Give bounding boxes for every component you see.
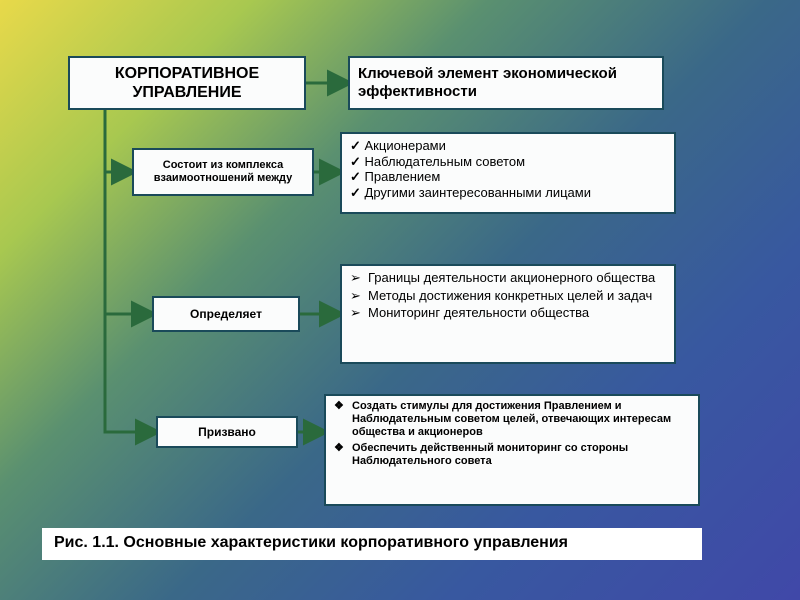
called-list-ul: Создать стимулы для достижения Правление… xyxy=(334,400,690,468)
list-item: Методы достижения конкретных целей и зад… xyxy=(350,288,666,304)
node-key-element-text: Ключевой элемент экономической эффективн… xyxy=(358,65,654,101)
list-item: Границы деятельности акционерного общест… xyxy=(350,270,666,286)
node-called-list: Создать стимулы для достижения Правление… xyxy=(324,394,700,506)
node-title: КОРПОРАТИВНОЕ УПРАВЛЕНИЕ xyxy=(68,56,306,110)
list-item: Правлением xyxy=(350,169,666,185)
figure-caption: Рис. 1.1. Основные характеристики корпор… xyxy=(42,528,702,560)
node-defines-list: Границы деятельности акционерного общест… xyxy=(340,264,676,364)
node-title-text: КОРПОРАТИВНОЕ УПРАВЛЕНИЕ xyxy=(78,64,296,102)
list-item: Наблюдательным советом xyxy=(350,154,666,170)
list-item: Мониторинг деятельности общества xyxy=(350,305,666,321)
node-consists-label-text: Состоит из комплекса взаимоотношений меж… xyxy=(142,159,304,185)
connector-title-to-defines_label xyxy=(105,110,152,314)
diagram-content: КОРПОРАТИВНОЕ УПРАВЛЕНИЕ Ключевой элемен… xyxy=(0,0,800,600)
node-consists-list: АкционерамиНаблюдательным советомПравлен… xyxy=(340,132,676,214)
node-defines-label-text: Определяет xyxy=(190,307,262,321)
list-item: Другими заинтересованными лицами xyxy=(350,185,666,201)
node-called-label-text: Призвано xyxy=(198,425,256,439)
list-item: Обеспечить действенный мониторинг со сто… xyxy=(334,442,690,468)
defines-list-ul: Границы деятельности акционерного общест… xyxy=(350,270,666,321)
connector-title-to-consists_label xyxy=(105,110,132,172)
node-called-label: Призвано xyxy=(156,416,298,448)
list-item: Создать стимулы для достижения Правление… xyxy=(334,400,690,440)
consists-list-ul: АкционерамиНаблюдательным советомПравлен… xyxy=(350,138,666,200)
node-consists-label: Состоит из комплекса взаимоотношений меж… xyxy=(132,148,314,196)
node-defines-label: Определяет xyxy=(152,296,300,332)
caption-text: Рис. 1.1. Основные характеристики корпор… xyxy=(54,534,568,551)
node-key-element: Ключевой элемент экономической эффективн… xyxy=(348,56,664,110)
list-item: Акционерами xyxy=(350,138,666,154)
